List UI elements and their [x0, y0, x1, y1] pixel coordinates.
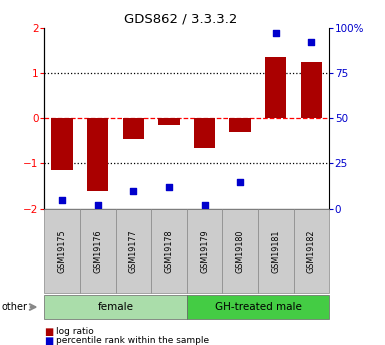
- Point: [59, 197, 65, 203]
- Point: [166, 184, 172, 190]
- Text: percentile rank within the sample: percentile rank within the sample: [56, 336, 209, 345]
- Point: [130, 188, 136, 193]
- Point: [95, 202, 101, 208]
- Text: GSM19176: GSM19176: [93, 229, 102, 273]
- Bar: [87, 118, 109, 190]
- Bar: [265, 57, 286, 118]
- Text: ■: ■: [44, 336, 54, 345]
- Text: GH-treated male: GH-treated male: [214, 302, 301, 312]
- Bar: [229, 118, 251, 132]
- Bar: [122, 118, 144, 139]
- Text: GSM19180: GSM19180: [236, 229, 244, 273]
- Bar: [158, 118, 179, 125]
- Text: GSM19178: GSM19178: [164, 229, 173, 273]
- Bar: [194, 118, 215, 148]
- Text: GSM19179: GSM19179: [200, 229, 209, 273]
- Point: [308, 39, 315, 45]
- Point: [273, 30, 279, 36]
- Text: other: other: [2, 302, 28, 312]
- Text: GDS862 / 3.3.3.2: GDS862 / 3.3.3.2: [124, 12, 238, 25]
- Text: GSM19177: GSM19177: [129, 229, 138, 273]
- Text: female: female: [97, 302, 134, 312]
- Bar: [301, 61, 322, 118]
- Text: log ratio: log ratio: [56, 327, 94, 336]
- Point: [237, 179, 243, 184]
- Bar: [51, 118, 73, 170]
- Text: GSM19181: GSM19181: [271, 229, 280, 273]
- Text: GSM19175: GSM19175: [58, 229, 67, 273]
- Text: ■: ■: [44, 327, 54, 337]
- Text: GSM19182: GSM19182: [307, 229, 316, 273]
- Point: [201, 202, 208, 208]
